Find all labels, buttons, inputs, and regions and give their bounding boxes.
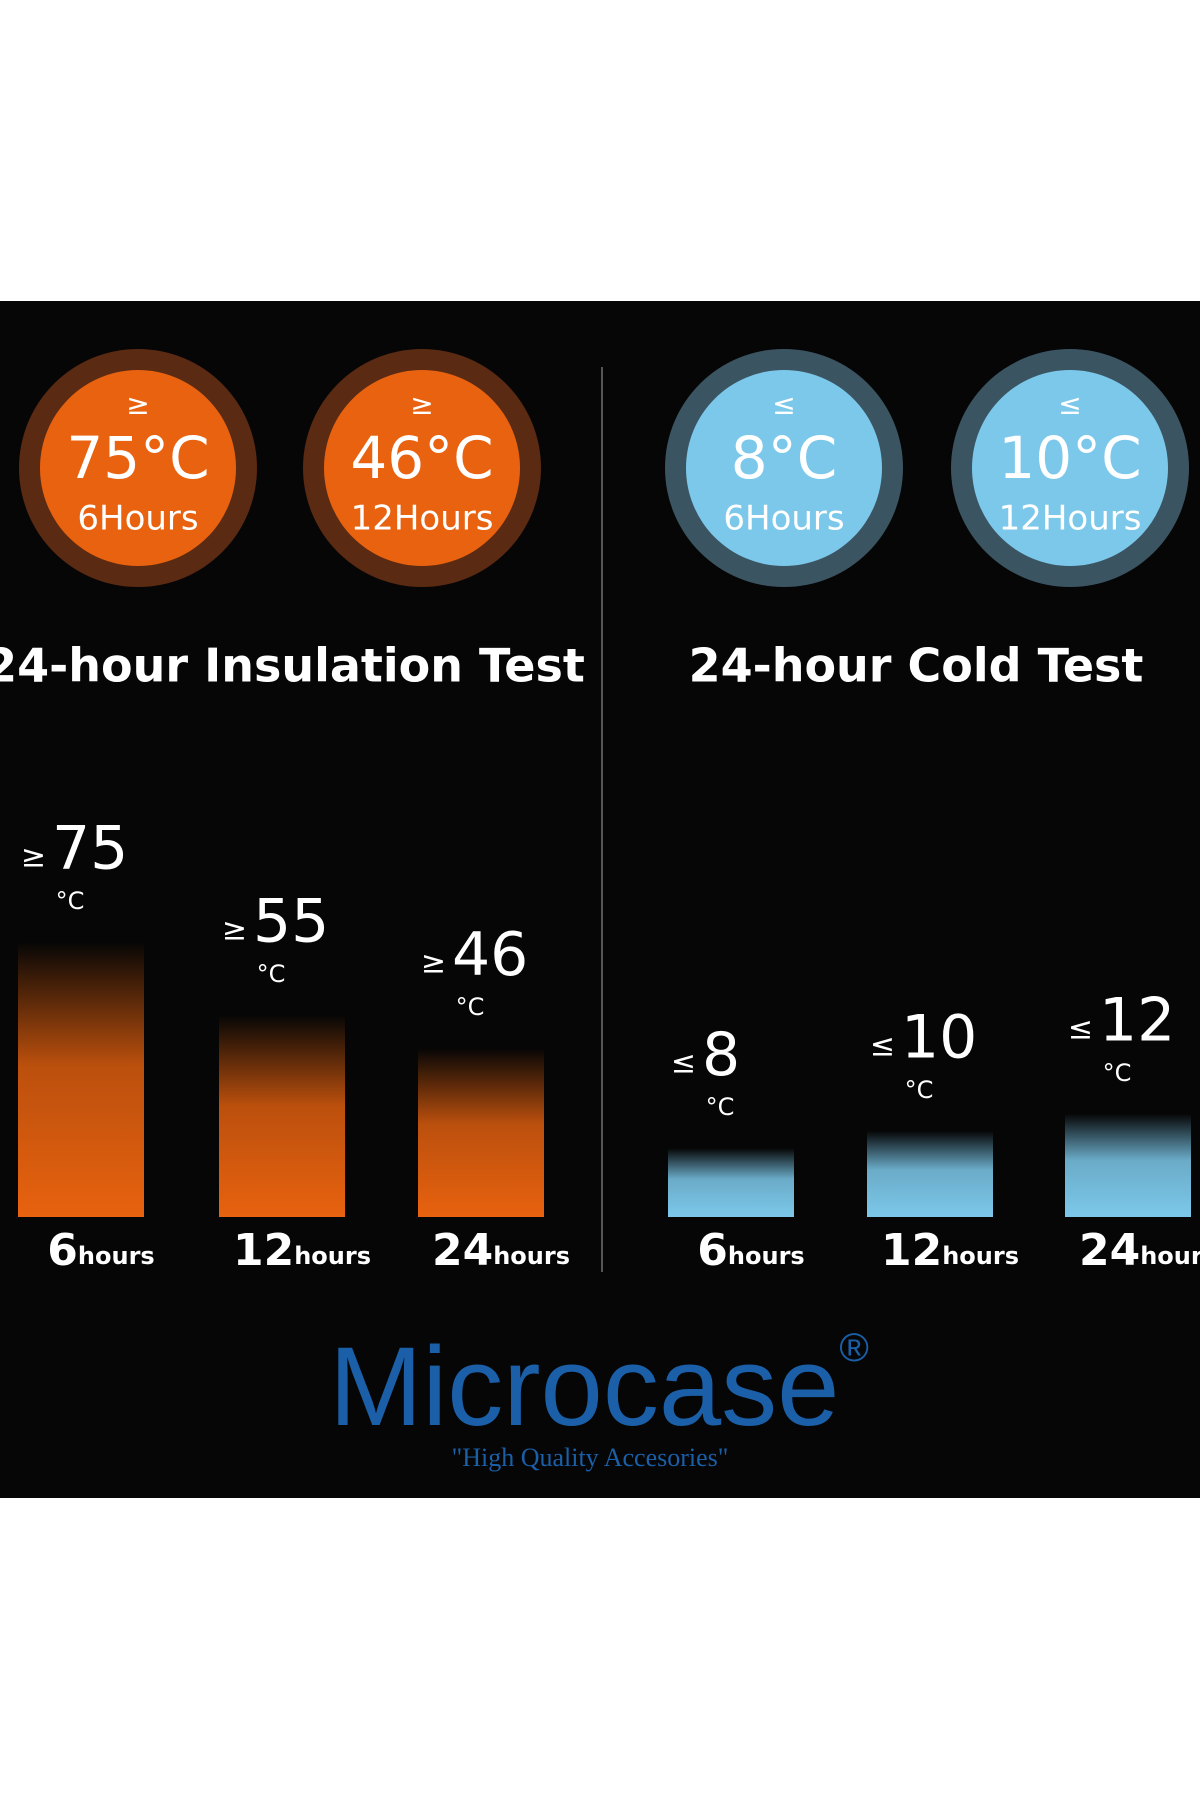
hour-unit: hours — [493, 1242, 570, 1270]
bar-unit: °C — [56, 887, 85, 915]
bar — [867, 1131, 993, 1217]
bar-symbol: ≥ — [21, 839, 46, 874]
section-title: 24-hour Insulation Test — [0, 639, 585, 693]
hour-label: 6hours — [47, 1225, 154, 1276]
badge-duration: 12Hours — [999, 499, 1142, 539]
hour-unit: hours — [1140, 1242, 1200, 1270]
bar-symbol: ≤ — [870, 1029, 895, 1064]
bar-unit: °C — [1103, 1059, 1132, 1087]
hour-label: 24hours — [432, 1225, 570, 1276]
badge-symbol: ≤ — [1058, 388, 1081, 421]
bar-value: 12 — [1099, 985, 1175, 1055]
hour-number: 6 — [697, 1225, 728, 1276]
hour-unit: hours — [294, 1242, 371, 1270]
hour-number: 12 — [881, 1225, 942, 1276]
badge-core — [324, 370, 520, 566]
bar-value: 55 — [253, 887, 329, 957]
badge-temperature: 75°C — [66, 424, 209, 492]
bar-unit: °C — [706, 1093, 735, 1121]
hour-unit: hours — [942, 1242, 1019, 1270]
bar-unit: °C — [257, 960, 286, 988]
badge-duration: 6Hours — [723, 499, 844, 539]
badge-symbol: ≤ — [772, 388, 795, 421]
bar-unit: °C — [456, 993, 485, 1021]
bar-symbol: ≥ — [421, 946, 446, 981]
badge-core — [40, 370, 236, 566]
hour-label: 12hours — [233, 1225, 371, 1276]
bar-value: 46 — [452, 920, 528, 990]
brand-name: Microcase® — [329, 1324, 869, 1449]
hour-label: 24hours — [1079, 1225, 1200, 1276]
hour-unit: hours — [78, 1242, 155, 1270]
bar — [418, 1048, 544, 1217]
bar-symbol: ≤ — [671, 1046, 696, 1081]
bar — [219, 1015, 345, 1217]
badge-temperature: 8°C — [731, 424, 837, 492]
bar — [1065, 1113, 1191, 1217]
bar-symbol: ≥ — [222, 913, 247, 948]
badge-core — [686, 370, 882, 566]
section-title: 24-hour Cold Test — [689, 639, 1144, 693]
hour-label: 6hours — [697, 1225, 804, 1276]
hour-number: 12 — [233, 1225, 294, 1276]
badge-duration: 12Hours — [351, 499, 494, 539]
badge-duration: 6Hours — [77, 499, 198, 539]
bar-value: 8 — [702, 1020, 740, 1090]
bar-unit: °C — [905, 1076, 934, 1104]
bar — [668, 1148, 794, 1217]
badge-symbol: ≥ — [126, 388, 149, 421]
bar-symbol: ≤ — [1068, 1011, 1093, 1046]
hour-number: 24 — [432, 1225, 493, 1276]
badge-temperature: 10°C — [998, 424, 1141, 492]
hour-label: 12hours — [881, 1225, 1019, 1276]
bar-value: 75 — [52, 813, 128, 883]
badge-temperature: 46°C — [350, 424, 493, 492]
bar-value: 10 — [901, 1003, 977, 1073]
badge-core — [972, 370, 1168, 566]
brand-name-text: Microcase — [329, 1324, 839, 1449]
bar — [18, 941, 144, 1217]
hour-number: 6 — [47, 1225, 78, 1276]
brand-tagline: "High Quality Accesories" — [452, 1443, 729, 1472]
hour-unit: hours — [728, 1242, 805, 1270]
hour-number: 24 — [1079, 1225, 1140, 1276]
brand-mark: ® — [839, 1326, 868, 1370]
badge-symbol: ≥ — [410, 388, 433, 421]
